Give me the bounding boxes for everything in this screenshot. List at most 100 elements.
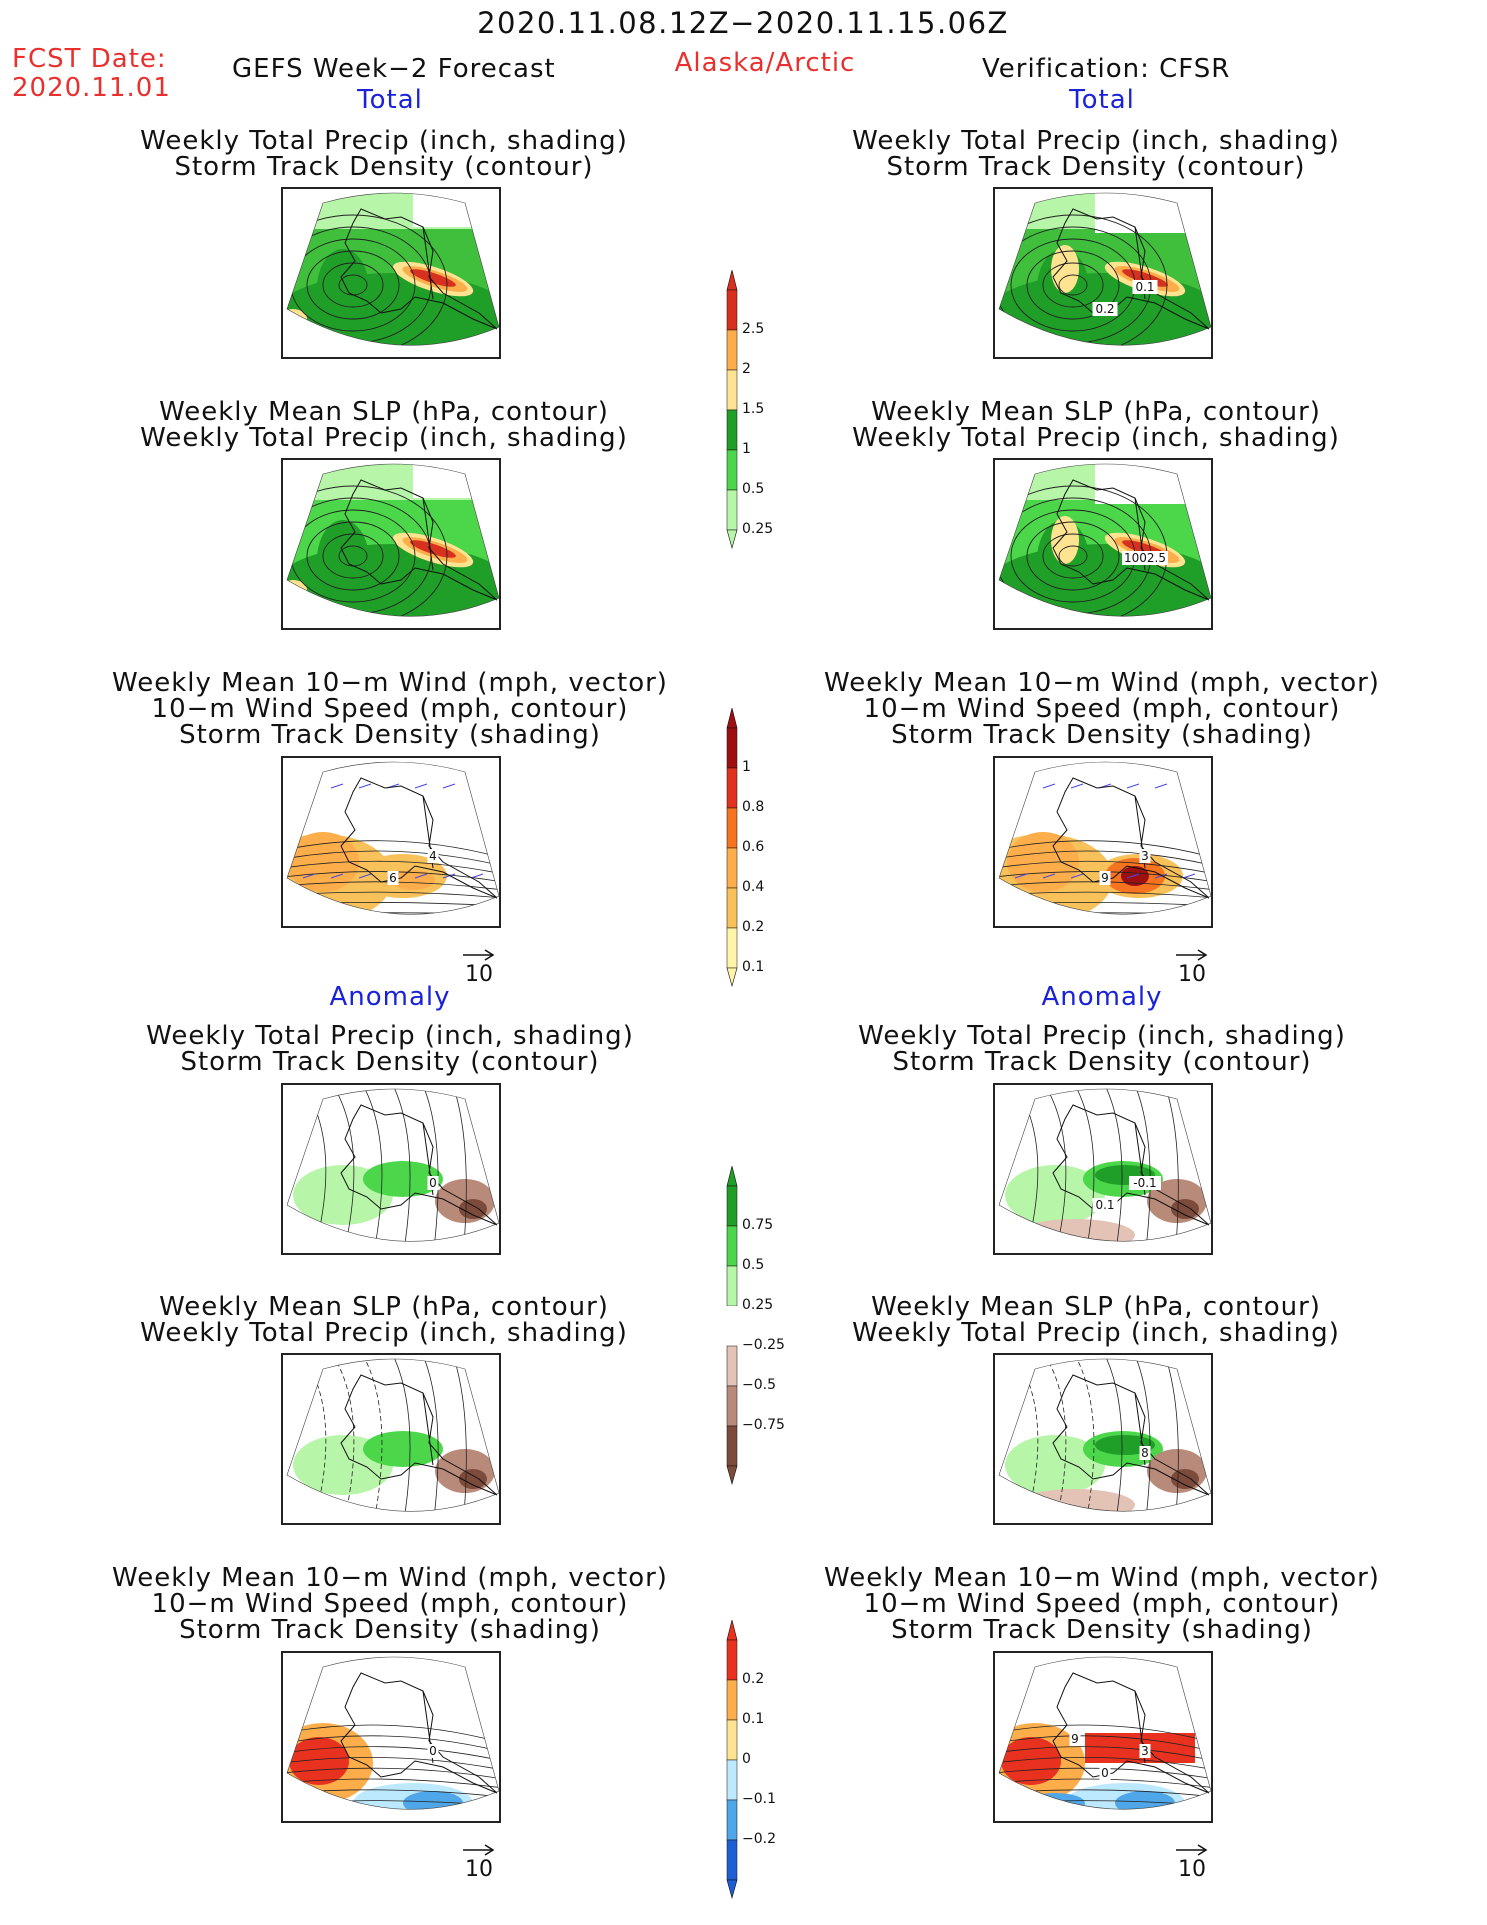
map-v-anom-wind: 3 0 9 [993,1651,1213,1823]
contour-label: 4 [429,849,437,863]
contour-label: 3 [1141,1744,1149,1758]
vector-reference-arrow [1176,1844,1208,1856]
title-f-total-wind-2: 10−m Wind Speed (mph, contour) [151,694,629,724]
map-f-anom-precip: 0 [281,1083,501,1255]
title-v-total-slp-2: Weekly Total Precip (inch, shading) [852,423,1340,453]
vector-reference-label: 10 [465,1857,493,1882]
map-v-anom-wind-graphic: 3 0 9 [998,1656,1211,1810]
title-f-anom-wind-3: Storm Track Density (shading) [179,1615,601,1645]
title-f-anom-precip-1: Weekly Total Precip (inch, shading) [146,1021,634,1051]
colorbar-tick-label: 1.5 [742,401,765,417]
colorbar-tick-label: 0.75 [742,1217,774,1233]
colorbar-segment [727,1306,737,1346]
contour-label: 9 [1071,1732,1079,1746]
title-v-total-wind-2: 10−m Wind Speed (mph, contour) [863,694,1341,724]
title-v-total-wind-3: Storm Track Density (shading) [891,720,1313,750]
section-total-verification: Total [1069,85,1135,115]
contour-label: -0.1 [1133,1176,1156,1190]
vector-reference-label: 10 [1178,962,1206,987]
map-f-total-wind-graphic: 46 [286,761,499,915]
colorbar-tick-label: 1 [742,759,751,775]
map-v-total-slp-graphic: 1002.5 [998,463,1211,617]
map-f-total-slp-graphic [286,463,499,617]
colorbar-segment [726,1345,738,1387]
section-total-forecast: Total [357,85,423,115]
title-f-anom-slp-1: Weekly Mean SLP (hPa, contour) [159,1292,609,1322]
vector-reference-arrow [463,1844,495,1856]
colorbar-segment [726,807,738,849]
colorbar-segment [726,1425,738,1467]
colorbar-segment [726,1185,738,1227]
colorbar-segment [726,289,738,331]
title-v-anom-wind-2: 10−m Wind Speed (mph, contour) [863,1589,1341,1619]
colorbar-top-arrow [726,708,738,729]
map-f-anom-wind: 0 [281,1651,501,1823]
colorbar-top-arrow [726,1166,738,1187]
colorbar-segment [726,1799,738,1841]
map-f-anom-wind-graphic: 0 [286,1656,499,1810]
colorbar-tick-label: −0.5 [742,1377,776,1393]
vector-reference-arrow [463,949,495,961]
map-v-anom-slp: 8 [993,1353,1213,1525]
section-anomaly-verification: Anomaly [1041,982,1163,1012]
colorbar-bottom-arrow [726,1465,738,1486]
title-f-anom-slp-2: Weekly Total Precip (inch, shading) [140,1318,628,1348]
colorbar-tick-label: −0.1 [742,1791,776,1807]
map-f-anom-precip-graphic: 0 [286,1088,499,1242]
colorbar-top-arrow [726,1620,738,1641]
contour-label: 0.2 [1095,302,1114,316]
title-f-total-precip-1: Weekly Total Precip (inch, shading) [140,126,628,156]
colorbar-tick-label: 0.5 [742,1257,765,1273]
colorbar-segment [726,409,738,451]
vector-reference-label: 10 [465,962,493,987]
vector-reference-arrow [1176,949,1208,961]
colorbar-bottom-arrow [726,529,738,550]
contour-label: 6 [389,871,397,885]
map-f-total-slp [281,458,501,630]
colorbar-tick-label: 0.25 [742,1297,774,1313]
colorbar-tick-label: 0.1 [742,959,765,975]
title-v-anom-wind-1: Weekly Mean 10−m Wind (mph, vector) [824,1563,1380,1593]
colorbar-segment [726,1225,738,1267]
colorbar-tick-label: −0.75 [742,1417,785,1433]
map-v-total-slp: 1002.5 [993,458,1213,630]
forecast-title: GEFS Week−2 Forecast [232,54,556,84]
colorbar-segment [726,1759,738,1801]
colorbar-bottom-arrow [726,967,738,988]
contour-label: 0 [1101,1766,1109,1780]
colorbar-tick-label: 0.25 [742,521,774,537]
colorbar-storm-total [726,708,738,988]
colorbar-tick-label: −0.25 [742,1337,785,1353]
colorbar-segment [726,927,738,969]
colorbar-tick-label: 0.1 [742,1711,765,1727]
colorbar-segment [726,1839,738,1881]
contour-label: 0.1 [1135,280,1154,294]
map-f-total-precip [281,187,501,359]
colorbar-segment [726,369,738,411]
title-f-total-wind-3: Storm Track Density (shading) [179,720,601,750]
title-v-total-wind-1: Weekly Mean 10−m Wind (mph, vector) [824,668,1380,698]
title-f-total-wind-1: Weekly Mean 10−m Wind (mph, vector) [112,668,668,698]
title-v-total-precip-2: Storm Track Density (contour) [886,152,1306,182]
contour-label: 3 [1141,849,1149,863]
colorbar-segment [726,329,738,371]
title-v-total-slp-1: Weekly Mean SLP (hPa, contour) [871,397,1321,427]
colorbar-tick-label: −0.2 [742,1831,776,1847]
colorbar-tick-label: 0.4 [742,879,765,895]
title-v-anom-wind-3: Storm Track Density (shading) [891,1615,1313,1645]
title-v-total-precip-1: Weekly Total Precip (inch, shading) [852,126,1340,156]
colorbar-tick-label: 0 [742,1751,751,1767]
colorbar-tick-label: 0.5 [742,481,765,497]
colorbar-segment [726,727,738,769]
section-anomaly-forecast: Anomaly [329,982,451,1012]
title-v-anom-slp-2: Weekly Total Precip (inch, shading) [852,1318,1340,1348]
colorbar-tick-label: 0.8 [742,799,765,815]
colorbar-segment [726,1639,738,1681]
map-v-anom-precip-graphic: -0.1 0.1 [998,1088,1211,1242]
colorbar-segment [726,1719,738,1761]
contour-label: 8 [1141,1446,1149,1460]
title-v-anom-precip-2: Storm Track Density (contour) [892,1047,1312,1077]
